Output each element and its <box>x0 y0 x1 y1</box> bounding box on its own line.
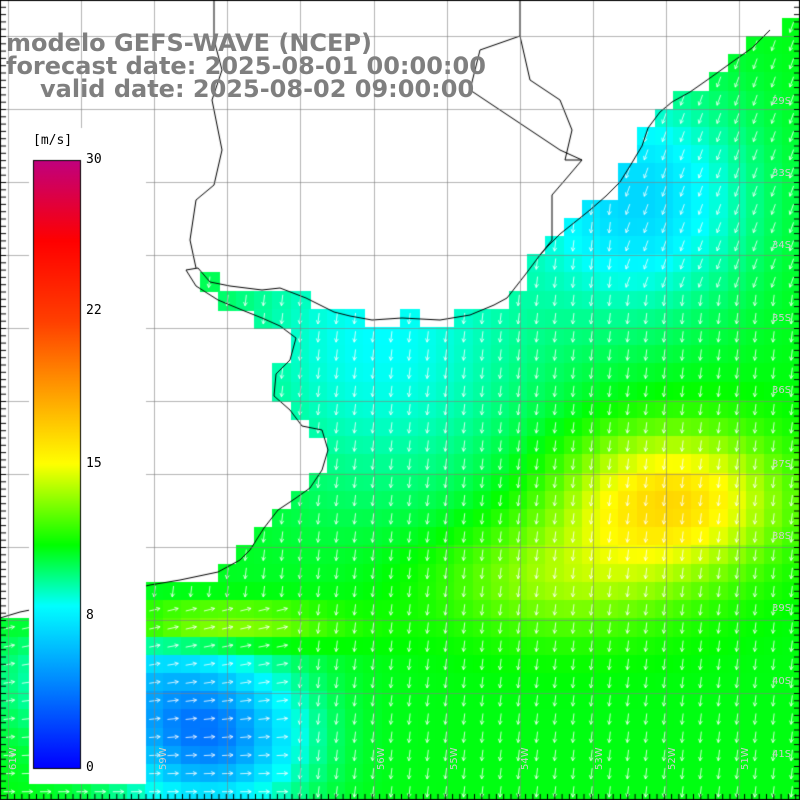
lon-label-53w: 53W <box>594 747 605 770</box>
title-forecast-date: forecast date: 2025-08-01 00:00:00 <box>6 52 486 80</box>
lat-label-41s: 41S <box>772 749 792 760</box>
lon-label-52w: 52W <box>667 747 678 770</box>
colorbar-unit-label: [m/s] <box>33 133 73 148</box>
colorbar-tick-8: 8 <box>86 608 94 623</box>
colorbar-tick-0: 0 <box>86 760 94 775</box>
lat-label-40s: 40S <box>772 676 792 687</box>
lon-label-61w: 61W <box>8 747 19 770</box>
lat-label-38s: 38S <box>772 531 792 542</box>
lat-label-36s: 36S <box>772 385 792 396</box>
colorbar-tick-30: 30 <box>86 152 102 167</box>
colorbar-tick-15: 15 <box>86 456 102 471</box>
lon-label-54w: 54W <box>520 747 531 770</box>
title-model: modelo GEFS-WAVE (NCEP) <box>6 29 372 57</box>
title-valid-date: valid date: 2025-08-02 09:00:00 <box>40 75 475 103</box>
lat-label-35s: 35S <box>772 313 792 324</box>
lat-label-34s: 34S <box>772 240 792 251</box>
lat-label-29s: 29S <box>772 96 792 107</box>
lat-label-33s: 33S <box>772 168 792 179</box>
lon-label-59w: 59W <box>158 747 169 770</box>
lat-label-37s: 37S <box>772 459 792 470</box>
lon-label-55w: 55W <box>449 747 460 770</box>
colorbar-tick-22: 22 <box>86 303 102 318</box>
lon-label-51w: 51W <box>740 747 751 770</box>
lat-label-39s: 39S <box>772 603 792 614</box>
lon-label-56w: 56W <box>376 747 387 770</box>
